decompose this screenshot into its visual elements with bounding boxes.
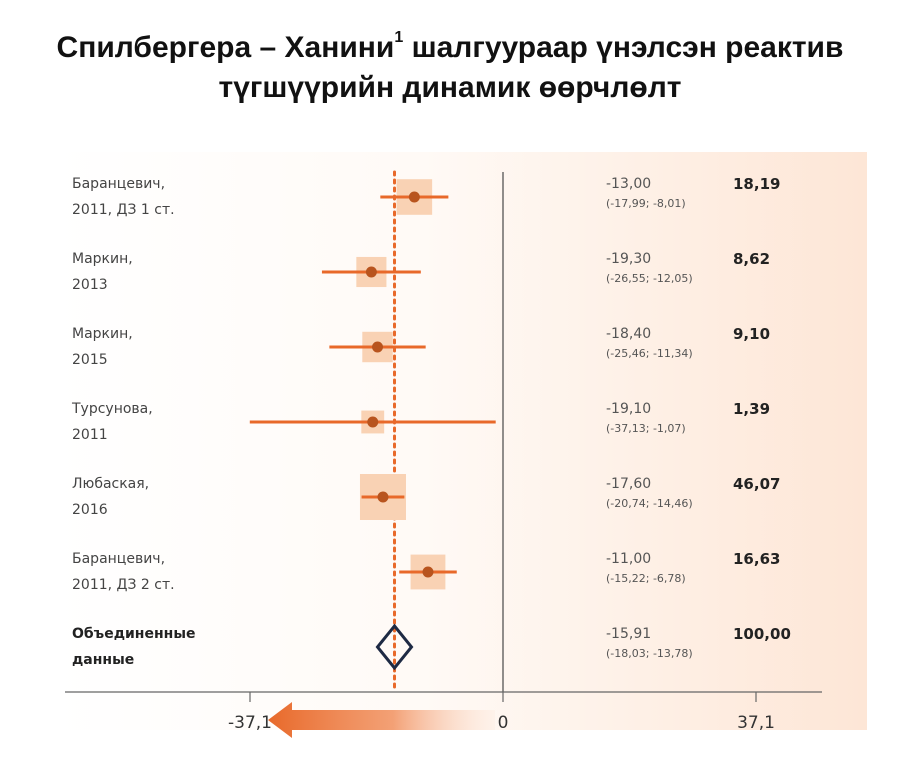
plot-panel-background (55, 152, 867, 730)
study-label-line2: 2011 (72, 427, 108, 443)
estimate-label: -19,30 (606, 251, 651, 267)
title-footnote-mark: 1 (394, 29, 404, 46)
estimate-label: -13,00 (606, 176, 651, 192)
study-label-line1: Баранцевич, (72, 176, 165, 192)
x-tick-label: 37,1 (737, 713, 775, 733)
estimate-label: -18,40 (606, 326, 651, 342)
direction-arrow (268, 702, 495, 738)
ci-label: (-37,13; -1,07) (606, 422, 686, 435)
study-label-line2: 2016 (72, 502, 108, 518)
chart-title: Спилбергера – Ханини1 шалгуураар үнэлсэн… (0, 22, 900, 108)
estimate-point (372, 341, 384, 353)
study-label-line1: Баранцевич, (72, 551, 165, 567)
study-label-line1: Маркин, (72, 251, 133, 267)
study-label-line2: 2011, ДЗ 1 ст. (72, 202, 175, 218)
estimate-label: -19,10 (606, 401, 651, 417)
title-line2: түгшүүрийн динамик өөрчлөлт (218, 71, 682, 104)
weight-label: 16,63 (733, 550, 780, 568)
title-part2: шалгуураар үнэлсэн реактив (403, 31, 844, 64)
ci-label: (-25,46; -11,34) (606, 347, 693, 360)
weight-label: 9,10 (733, 325, 770, 343)
ci-label: (-15,22; -6,78) (606, 572, 686, 585)
ci-label: (-17,99; -8,01) (606, 197, 686, 210)
weight-label: 18,19 (733, 175, 780, 193)
title-part1: Спилбергера – Ханини (56, 31, 395, 64)
weight-label: 8,62 (733, 250, 770, 268)
estimate-label: -17,60 (606, 476, 651, 492)
study-label-line1: Любаская, (72, 476, 149, 492)
study-label-line2: 2015 (72, 352, 108, 368)
estimate-point (367, 416, 379, 428)
study-label-line2: данные (72, 652, 134, 668)
weight-label: 46,07 (733, 475, 780, 493)
ci-label: (-26,55; -12,05) (606, 272, 693, 285)
estimate-label: -11,00 (606, 551, 651, 567)
weight-label: 1,39 (733, 400, 770, 418)
x-tick-label: -37,1 (228, 713, 272, 733)
ci-label: (-20,74; -14,46) (606, 497, 693, 510)
estimate-point (365, 266, 377, 278)
study-label-line1: Маркин, (72, 326, 133, 342)
estimate-point (377, 491, 389, 503)
study-label-line2: 2011, ДЗ 2 ст. (72, 577, 175, 593)
estimate-point (422, 566, 434, 578)
ci-label: (-18,03; -13,78) (606, 647, 693, 660)
pooled-diamond (375, 623, 414, 671)
estimate-point (408, 191, 420, 203)
estimate-label: -15,91 (606, 626, 651, 642)
study-label-line2: 2013 (72, 277, 108, 293)
x-tick-label: 0 (498, 713, 509, 733)
weight-label: 100,00 (733, 625, 791, 643)
study-label-line1: Турсунова, (71, 401, 153, 417)
study-label-line1: Объединенные (72, 626, 195, 642)
